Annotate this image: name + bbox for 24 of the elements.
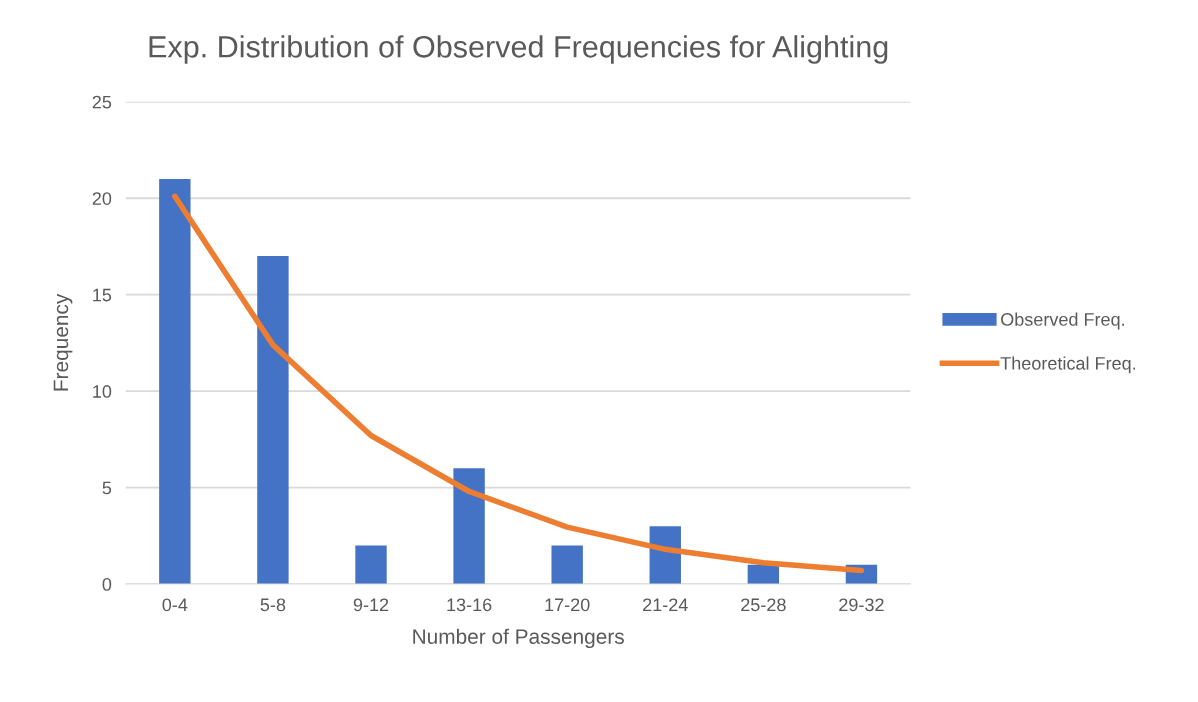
x-tick-label: 5-8 [260, 598, 286, 612]
y-axis-title: Frequency [53, 293, 73, 391]
x-tick-label: 13-16 [447, 598, 492, 612]
bar [551, 545, 583, 585]
chart-title: Exp. Distribution of Observed Frequencies for Alighting [149, 35, 888, 64]
x-axis-title: Number of Passengers [413, 628, 624, 649]
x-tick-label: 17-20 [545, 598, 590, 612]
y-tick-label: 0 [102, 578, 112, 591]
y-tick-label: 5 [102, 481, 112, 495]
bar [453, 468, 485, 585]
x-tick-label: 25-28 [741, 598, 786, 612]
x-tick-label: 0-4 [162, 598, 188, 612]
y-tick-label: 25 [92, 95, 112, 109]
x-tick-label: 29-32 [839, 598, 884, 612]
y-tick-label: 20 [92, 192, 112, 205]
bar [257, 256, 289, 585]
y-tick-label: 15 [93, 288, 112, 302]
legend-label: Observed Freq. [1001, 312, 1124, 330]
bar [159, 178, 191, 585]
x-tick-label: 9-12 [353, 598, 389, 612]
legend-label: Theoretical Freq. [1000, 356, 1136, 374]
bar [355, 545, 387, 585]
y-tick-label: 10 [93, 385, 112, 398]
x-tick-label: 21-24 [643, 598, 688, 612]
